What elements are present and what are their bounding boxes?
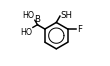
- Text: F: F: [77, 25, 82, 34]
- Text: B: B: [34, 15, 40, 24]
- Text: HO: HO: [22, 11, 35, 20]
- Text: HO: HO: [20, 28, 33, 37]
- Text: SH: SH: [60, 11, 72, 20]
